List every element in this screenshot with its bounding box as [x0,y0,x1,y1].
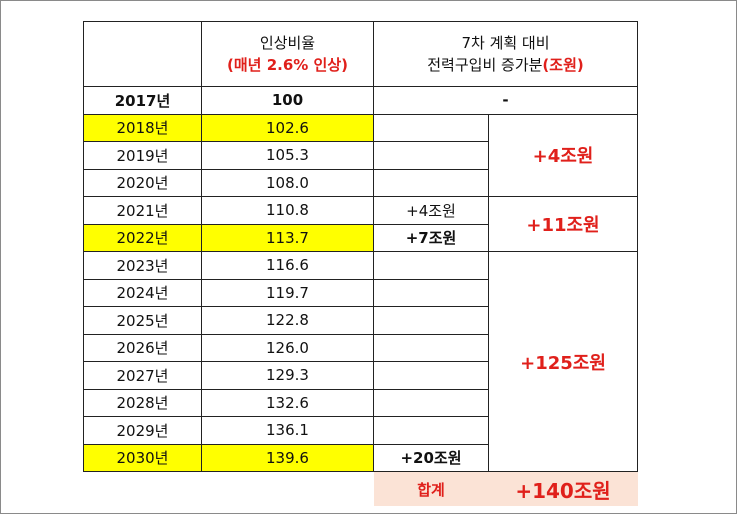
annual: +7조원 [373,223,489,252]
group-sum: +4조원 [488,113,638,197]
annual [373,278,489,307]
annual: +4조원 [373,196,489,225]
header-blank [83,21,202,87]
blank [84,472,202,507]
rate: 116.6 [201,251,374,280]
header-rate: 인상비율 (매년 2.6% 인상) [201,21,374,87]
rate: 139.6 [201,443,374,472]
header-note: (매년 2.6% 인상) [227,56,348,74]
annual [373,168,489,197]
year: 2027년 [83,361,202,390]
rate: 119.7 [201,278,374,307]
header-unit: (조원) [542,56,584,74]
rate: 100 [201,86,374,115]
rate: 110.8 [201,196,374,225]
year: 2028년 [83,388,202,417]
year: 2025년 [83,306,202,335]
rate: 122.8 [201,306,374,335]
year: 2029년 [83,416,202,445]
year: 2022년 [83,223,202,252]
year: 2017년 [83,86,202,115]
rate: 126.0 [201,333,374,362]
annual [373,416,489,445]
rate: 102.6 [201,113,374,142]
year: 2024년 [83,278,202,307]
annual [373,388,489,417]
annual [373,361,489,390]
header-text: 인상비율 [259,34,316,52]
rate: 136.1 [201,416,374,445]
annual [373,141,489,170]
annual: +20조원 [373,443,489,472]
year: 2023년 [83,251,202,280]
annual [373,113,489,142]
rate: 105.3 [201,141,374,170]
total-label: 합계 [373,471,489,506]
year: 2026년 [83,333,202,362]
year: 2030년 [83,443,202,472]
year: 2021년 [83,196,202,225]
rate: 108.0 [201,168,374,197]
header-text: 7차 계획 대비 [461,34,550,52]
rate: 129.3 [201,361,374,390]
total-value: +140조원 [488,471,638,506]
group-sum: +125조원 [488,251,638,472]
group-sum: +11조원 [488,196,638,252]
year: 2018년 [83,113,202,142]
year: 2019년 [83,141,202,170]
header-text: 전력구입비 증가분 [427,56,543,74]
rate: 132.6 [201,388,374,417]
blank [202,472,374,507]
annual [373,251,489,280]
rate: 113.7 [201,223,374,252]
annual [373,333,489,362]
year: 2020년 [83,168,202,197]
annual: - [373,86,638,115]
annual [373,306,489,335]
